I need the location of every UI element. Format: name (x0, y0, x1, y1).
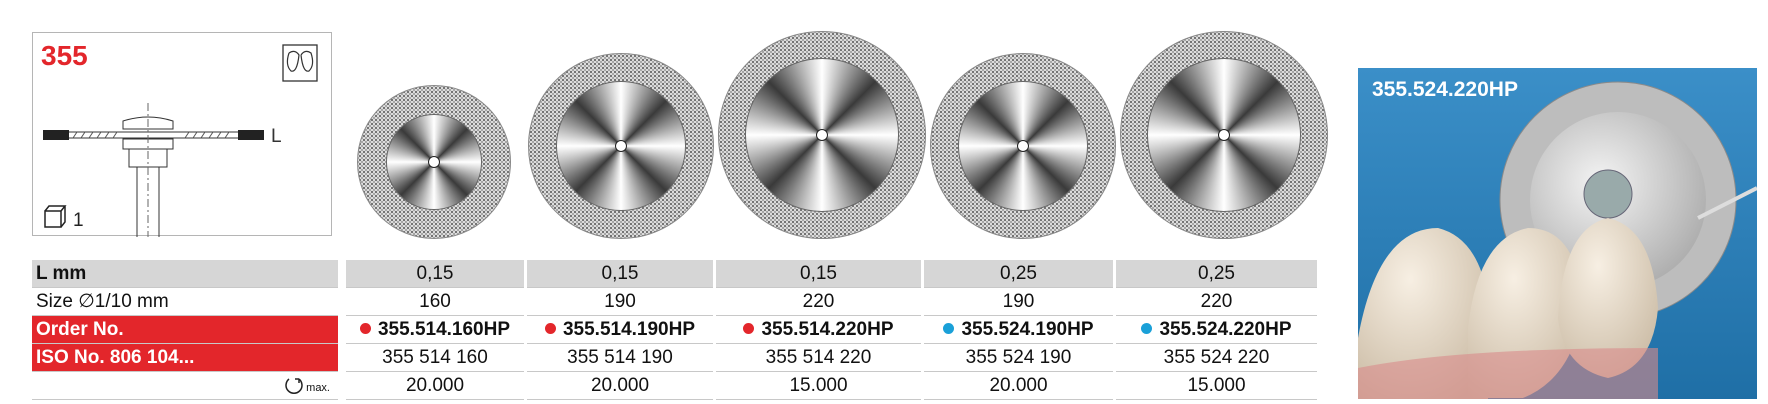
color-dot (544, 323, 556, 334)
gum (1358, 348, 1658, 399)
table-cell: 355.524.190HP (924, 316, 1113, 344)
table-cell: 220 (716, 288, 921, 316)
disc-center (386, 114, 482, 210)
photo-hub (1583, 169, 1633, 219)
table-cell: 355 514 190 (527, 344, 713, 372)
table-cell: 20.000 (527, 372, 713, 400)
hatch (72, 131, 230, 139)
row-label: max. (32, 372, 338, 400)
table-cell: 355.514.220HP (716, 316, 921, 344)
table-cell: 20.000 (346, 372, 524, 400)
row-label: Order No. (32, 316, 338, 344)
photo-label: 355.524.220HP (1372, 78, 1518, 101)
table-cell: 15.000 (1116, 372, 1317, 400)
disc-edge (43, 130, 69, 140)
product-drawing: 355 L 1 (41, 40, 318, 237)
order-number: 355.514.160HP (377, 319, 511, 340)
table-cell: 0,15 (527, 260, 713, 288)
tooth (1558, 218, 1658, 378)
table-cell: 190 (527, 288, 713, 316)
dimension-label: L (271, 126, 282, 147)
disc-center (957, 80, 1089, 212)
disc-edge (238, 130, 264, 140)
table-cell: 355.514.160HP (346, 316, 524, 344)
table-cell: 355.514.190HP (527, 316, 713, 344)
order-number: 355.514.220HP (761, 319, 894, 340)
disc (718, 31, 926, 239)
row-label-text: max. (306, 382, 330, 394)
table-cell: 355.524.220HP (1116, 316, 1317, 344)
order-number: 355.524.190HP (961, 319, 1094, 340)
disc (357, 85, 511, 239)
disc-hole (427, 155, 440, 168)
table-cell: 355 514 160 (346, 344, 524, 372)
row-label: ISO No. 806 104... (32, 344, 338, 372)
row-label: L mm (32, 260, 338, 288)
table-cell: 160 (346, 288, 524, 316)
disc (1120, 31, 1328, 239)
product-box: 355 L 1 (32, 32, 332, 237)
table-cell: 355 524 220 (1116, 344, 1317, 372)
color-dot (359, 323, 371, 334)
photo: 355.524.220HP (1358, 68, 1758, 399)
table-cell: 220 (1116, 288, 1317, 316)
disc-center (1147, 58, 1301, 212)
color-dot (743, 323, 755, 334)
disc (528, 53, 714, 239)
disc (930, 53, 1116, 239)
pack-icon (44, 205, 67, 228)
table-cell: 15.000 (716, 372, 921, 400)
table-cell: 20.000 (924, 372, 1113, 400)
table-cell: 0,25 (924, 260, 1113, 288)
order-number: 355.524.220HP (1159, 319, 1292, 340)
product-number: 355 (41, 40, 88, 71)
disc-hole (1016, 139, 1029, 152)
teeth-icon (286, 50, 314, 72)
order-number: 355.514.190HP (562, 319, 696, 340)
disc-hole (1217, 128, 1230, 141)
disc-hole (815, 128, 828, 141)
product-photo: 355.524.220HP (1358, 68, 1758, 399)
icon-frame (282, 44, 318, 82)
disc-center (745, 58, 899, 212)
table-cell: 0,15 (346, 260, 524, 288)
table-cell: 190 (924, 288, 1113, 316)
color-dot (943, 323, 955, 334)
disc-center (555, 80, 687, 212)
color-dot (1141, 323, 1153, 334)
pack-quantity: 1 (73, 210, 84, 231)
photo-shaft (1697, 186, 1758, 220)
table-cell: 0,25 (1116, 260, 1317, 288)
table-cell: 0,15 (716, 260, 921, 288)
disc-hole (614, 139, 627, 152)
table-cell: 355 514 220 (716, 344, 921, 372)
rpm-icon (285, 378, 303, 394)
row-label: Size ∅1/10 mm (32, 288, 338, 316)
table-cell: 355 524 190 (924, 344, 1113, 372)
